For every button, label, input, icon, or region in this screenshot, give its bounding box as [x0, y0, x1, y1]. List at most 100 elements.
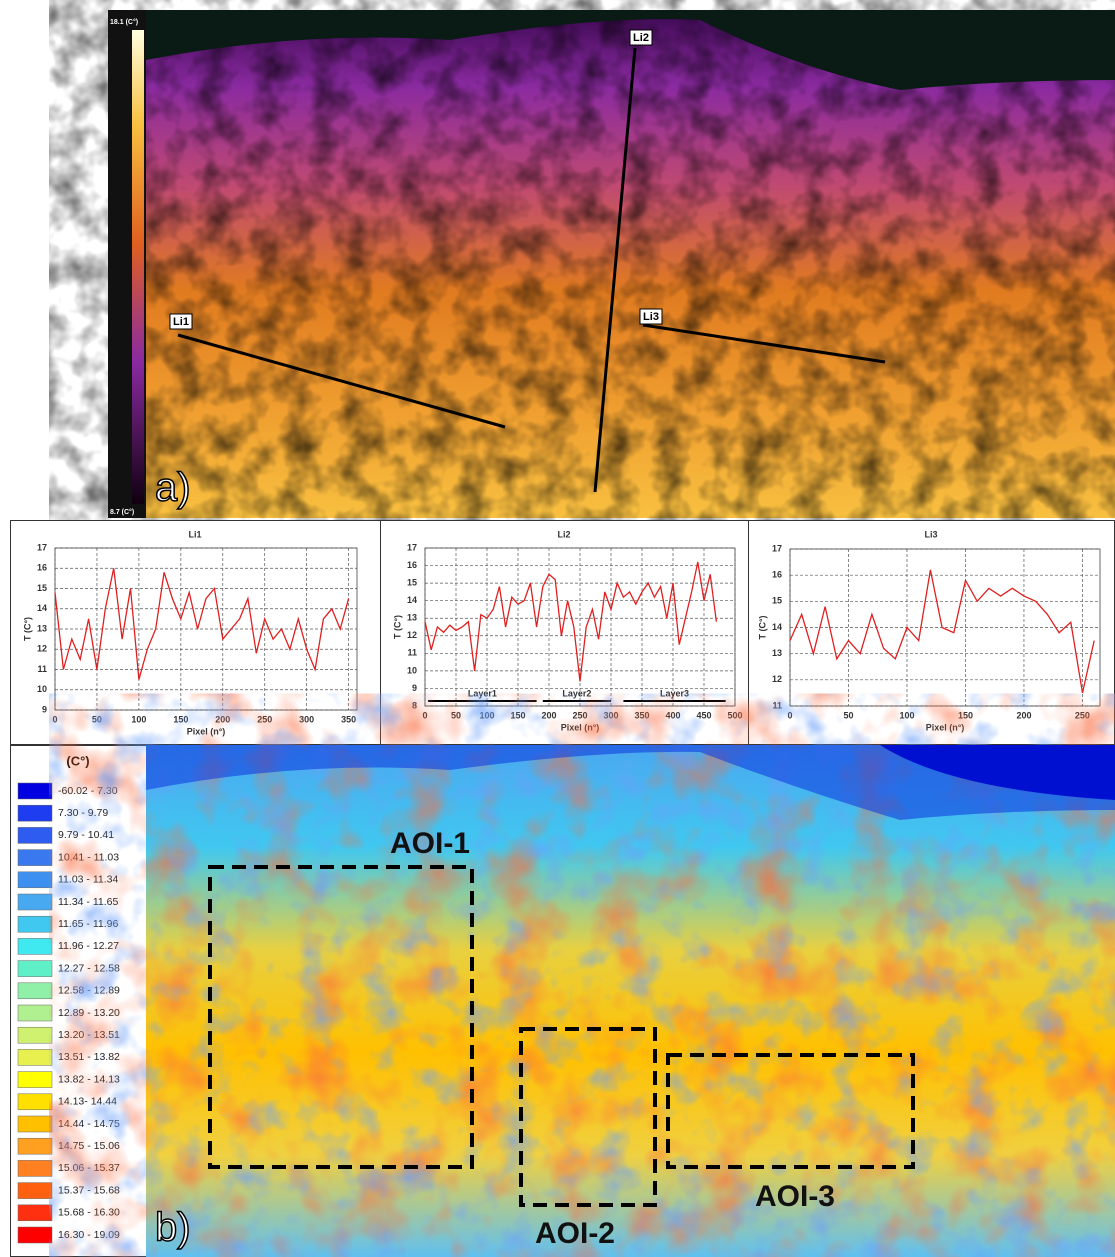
y-tick-label: 13 [772, 648, 782, 658]
legend-swatch [18, 1183, 52, 1199]
aoi-label: AOI-3 [755, 1180, 835, 1213]
x-tick-label: 150 [958, 710, 973, 720]
y-tick-label: 12 [407, 630, 417, 640]
x-tick-label: 200 [541, 710, 556, 720]
x-tick-label: 350 [634, 710, 649, 720]
x-tick-label: 100 [479, 710, 494, 720]
x-tick-label: 0 [787, 710, 792, 720]
y-tick-label: 13 [407, 613, 417, 623]
y-tick-label: 16 [407, 560, 417, 570]
legend-label: 12.27 - 12.58 [58, 962, 120, 974]
x-tick-label: 200 [1016, 710, 1031, 720]
y-axis-label: T (C°) [757, 615, 767, 639]
chart-frame [11, 521, 381, 745]
legend-swatch [18, 983, 52, 999]
y-tick-label: 11 [407, 648, 417, 658]
legend-swatch [18, 850, 52, 866]
x-tick-label: 300 [603, 710, 618, 720]
legend-swatch [18, 1005, 52, 1021]
legend-swatch [18, 827, 52, 843]
legend-swatch [18, 961, 52, 977]
legend-swatch [18, 872, 52, 888]
y-tick-label: 17 [772, 543, 782, 553]
figure: 18.1 (C°) 8.7 (C°) Li1 Li2 Li3 a) Li1910… [0, 0, 1115, 1257]
y-tick-label: 16 [37, 563, 47, 573]
legend-label: 14.75 - 15.06 [58, 1140, 120, 1152]
legend-label: 11.65 - 11.96 [58, 918, 118, 930]
legend-frame [11, 746, 147, 1257]
x-tick-label: 50 [843, 710, 853, 720]
y-tick-label: 15 [772, 596, 782, 606]
legend-swatch [18, 783, 52, 799]
scale-max: 18.1 (C°) [110, 18, 138, 26]
legend-label: 13.20 - 13.51 [58, 1029, 120, 1041]
x-axis-label: Pixel (n°) [561, 722, 600, 732]
legend-label: 11.34 - 11.65 [58, 896, 118, 908]
legend-swatch [18, 916, 52, 932]
legend-label: 7.30 - 9.79 [58, 807, 108, 819]
y-tick-label: 9 [412, 683, 417, 693]
line-label: Li1 [173, 316, 189, 328]
x-tick-label: 150 [510, 710, 525, 720]
x-tick-label: 0 [422, 710, 427, 720]
thermal-image-b [146, 745, 1115, 1257]
x-tick-label: 50 [451, 710, 461, 720]
line-label: Li2 [633, 32, 649, 44]
legend-label: 9.79 - 10.41 [58, 829, 114, 841]
y-tick-label: 15 [407, 577, 417, 587]
legend-label: 15.06 - 15.37 [58, 1162, 120, 1174]
line-label: Li3 [643, 311, 659, 323]
legend-swatch [18, 1027, 52, 1043]
legend-swatch [18, 1049, 52, 1065]
aoi-label: AOI-2 [535, 1217, 615, 1250]
y-tick-label: 10 [407, 665, 417, 675]
layer-label: Layer1 [468, 688, 497, 698]
aoi-label: AOI-1 [390, 827, 470, 860]
legend-swatch [18, 1227, 52, 1243]
legend-label: 11.96 - 12.27 [58, 940, 119, 952]
legend-label: 15.68 - 16.30 [58, 1207, 120, 1219]
x-axis-label: Pixel (n°) [187, 726, 226, 736]
y-tick-label: 10 [37, 684, 47, 694]
y-tick-label: 11 [772, 700, 782, 710]
y-tick-label: 8 [412, 700, 417, 710]
x-tick-label: 100 [131, 714, 146, 724]
x-tick-label: 100 [899, 710, 914, 720]
legend-swatch [18, 1094, 52, 1110]
x-tick-label: 0 [52, 714, 57, 724]
legend-label: 14.13- 14.44 [58, 1096, 117, 1108]
y-tick-label: 13 [37, 623, 47, 633]
layer-label: Layer2 [562, 688, 591, 698]
x-tick-label: 50 [92, 714, 102, 724]
legend-swatch [18, 1160, 52, 1176]
x-tick-label: 450 [696, 710, 711, 720]
legend-swatch [18, 894, 52, 910]
y-tick-label: 14 [37, 603, 47, 613]
legend-label: 13.82 - 14.13 [58, 1073, 120, 1085]
legend-swatch [18, 1116, 52, 1132]
x-tick-label: 150 [173, 714, 188, 724]
legend-swatch [18, 1138, 52, 1154]
y-axis-label: T (C°) [392, 615, 402, 639]
legend-swatch [18, 1205, 52, 1221]
legend-title: (C°) [66, 753, 89, 768]
x-tick-label: 200 [215, 714, 230, 724]
legend-label: 11.03 - 11.34 [58, 874, 118, 886]
legend-label: 14.44 - 14.75 [58, 1118, 120, 1130]
panel-label: b) [155, 1206, 191, 1250]
legend-label: 13.51 - 13.82 [58, 1051, 120, 1063]
y-tick-label: 14 [407, 595, 417, 605]
panel-label: a) [155, 466, 191, 510]
y-tick-label: 11 [37, 664, 47, 674]
legend-label: 12.58 - 12.89 [58, 985, 120, 997]
x-tick-label: 400 [665, 710, 680, 720]
chart-title: Li1 [188, 529, 201, 539]
chart-title: Li3 [924, 529, 937, 539]
legend-label: 16.30 - 19.09 [58, 1229, 120, 1241]
y-tick-label: 12 [772, 674, 782, 684]
scale-bar [132, 30, 144, 504]
legend-label: 15.37 - 15.68 [58, 1184, 120, 1196]
y-tick-label: 12 [37, 644, 47, 654]
y-tick-label: 17 [407, 542, 417, 552]
x-tick-label: 250 [257, 714, 272, 724]
